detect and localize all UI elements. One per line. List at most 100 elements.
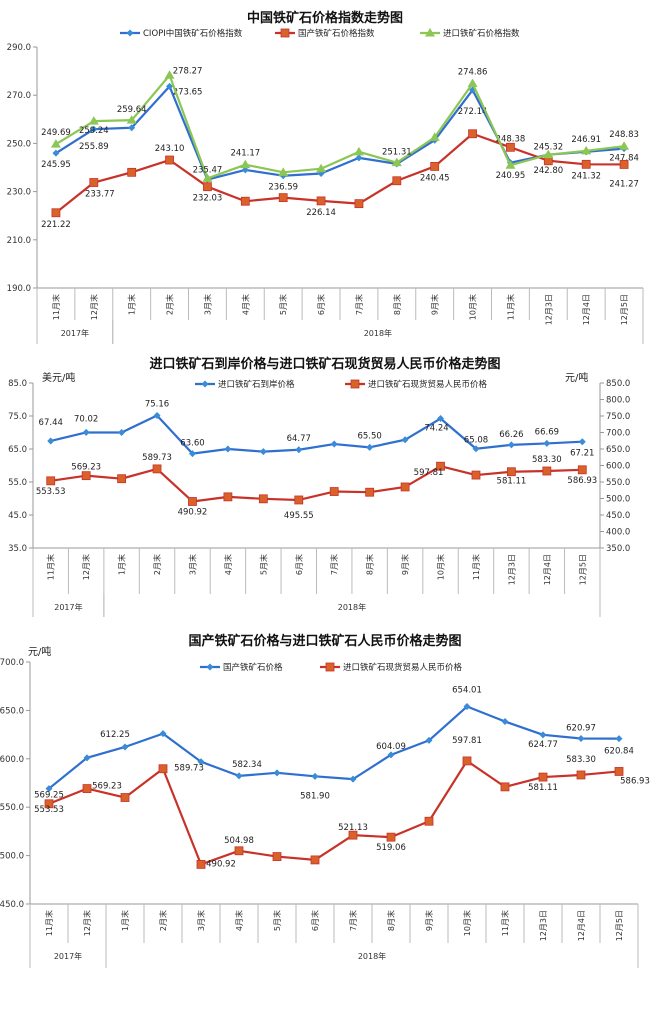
legend-marker (425, 28, 435, 37)
x-category-label: 8月末 (386, 910, 396, 931)
x-category-label: 6月末 (294, 554, 304, 575)
data-label: 245.32 (533, 143, 563, 153)
data-point (391, 157, 402, 167)
y-tick-label: 250.0 (7, 139, 31, 149)
data-label: 64.77 (287, 434, 311, 444)
data-point (90, 125, 98, 133)
data-label: 553.53 (34, 805, 64, 815)
data-point (52, 149, 60, 157)
x-category-label: 10月末 (468, 294, 478, 320)
x-category-label: 7月末 (348, 910, 358, 931)
data-point (619, 160, 629, 169)
data-point (153, 411, 161, 419)
data-point (615, 735, 623, 743)
x-category-label: 5月末 (258, 554, 268, 575)
data-point (223, 492, 233, 502)
x-category-label: 12月末 (82, 910, 92, 936)
x-category-label: 12月末 (89, 294, 99, 320)
data-label: 521.13 (338, 823, 368, 833)
data-label: 245.95 (41, 160, 71, 170)
series-line (55, 132, 625, 214)
legend-marker (325, 662, 335, 672)
x-category-label: 4月末 (234, 910, 244, 931)
data-point (51, 208, 61, 218)
data-point (539, 731, 547, 739)
data-point (240, 196, 250, 206)
chart-title: 中国铁矿石价格指数走势图 (247, 10, 403, 26)
data-point (235, 772, 243, 780)
data-point (400, 482, 410, 492)
data-point (278, 167, 289, 176)
data-point (467, 78, 478, 87)
data-point (392, 176, 402, 186)
data-label: 569.25 (34, 791, 64, 801)
data-label: 67.44 (39, 418, 63, 428)
data-label: 504.98 (224, 836, 254, 846)
data-label: 620.84 (604, 747, 634, 757)
data-point (353, 146, 364, 156)
data-label: 240.95 (496, 171, 526, 181)
y2-tick-label: 600.0 (606, 462, 630, 472)
x-category-label: 11月末 (471, 554, 481, 580)
data-label: 247.84 (609, 154, 639, 164)
data-point (82, 784, 92, 793)
legend-marker (206, 663, 214, 671)
x-category-label: 11月末 (46, 554, 56, 580)
x-category-label: 11月末 (51, 294, 61, 320)
x-category-label: 10月末 (462, 910, 472, 936)
y2-tick-label: 550.0 (606, 478, 630, 488)
x-category-label: 5月末 (278, 294, 288, 315)
data-point (619, 141, 630, 150)
data-point (430, 162, 440, 171)
data-label: 242.80 (533, 166, 563, 176)
data-point (278, 193, 288, 203)
data-point (127, 167, 137, 177)
data-point (462, 756, 472, 766)
data-point (165, 155, 174, 165)
data-point (471, 470, 481, 480)
x-category-label: 6月末 (310, 910, 320, 931)
data-point (577, 735, 585, 743)
data-label: 583.30 (532, 455, 562, 465)
data-label: 243.10 (155, 144, 185, 154)
data-point (437, 415, 445, 423)
data-label: 583.30 (566, 755, 596, 765)
data-point (366, 443, 374, 451)
legend-marker (350, 379, 360, 389)
x-category-label: 2月末 (158, 910, 168, 931)
y-tick-label: 190.0 (7, 284, 31, 294)
y2-tick-label: 500.0 (606, 495, 630, 505)
data-label: 241.27 (609, 179, 639, 189)
data-point (581, 145, 592, 155)
legend-marker (126, 29, 134, 37)
x-category-label: 11月末 (500, 910, 510, 936)
x-category-label: 9月末 (400, 554, 410, 575)
data-point (507, 467, 516, 477)
data-label: 589.73 (142, 453, 172, 463)
left-axis-unit: 元/吨 (28, 645, 51, 658)
data-point (507, 441, 515, 449)
x-category-label: 3月末 (202, 294, 212, 315)
data-point (500, 782, 510, 792)
data-label: 597.81 (414, 468, 444, 478)
data-point (501, 718, 509, 726)
data-point (542, 466, 552, 476)
x-category-label: 10月末 (436, 554, 446, 580)
x-category-label: 1月末 (127, 294, 137, 315)
x-category-label: 12月末 (81, 554, 91, 580)
data-point (203, 182, 212, 192)
data-label: 612.25 (100, 730, 130, 740)
y2-tick-label: 700.0 (606, 429, 630, 439)
data-point (240, 159, 251, 169)
legend-marker (280, 28, 290, 38)
data-label: 233.77 (85, 190, 115, 200)
data-label: 63.60 (180, 439, 204, 449)
right-axis-unit: 元/吨 (565, 371, 588, 384)
series-line (48, 705, 620, 790)
y-tick-label: 45.0 (8, 511, 27, 521)
data-label: 519.06 (376, 843, 406, 853)
data-label: 67.21 (570, 449, 594, 459)
year-group-label: 2018年 (338, 602, 366, 612)
y2-tick-label: 850.0 (606, 379, 630, 389)
